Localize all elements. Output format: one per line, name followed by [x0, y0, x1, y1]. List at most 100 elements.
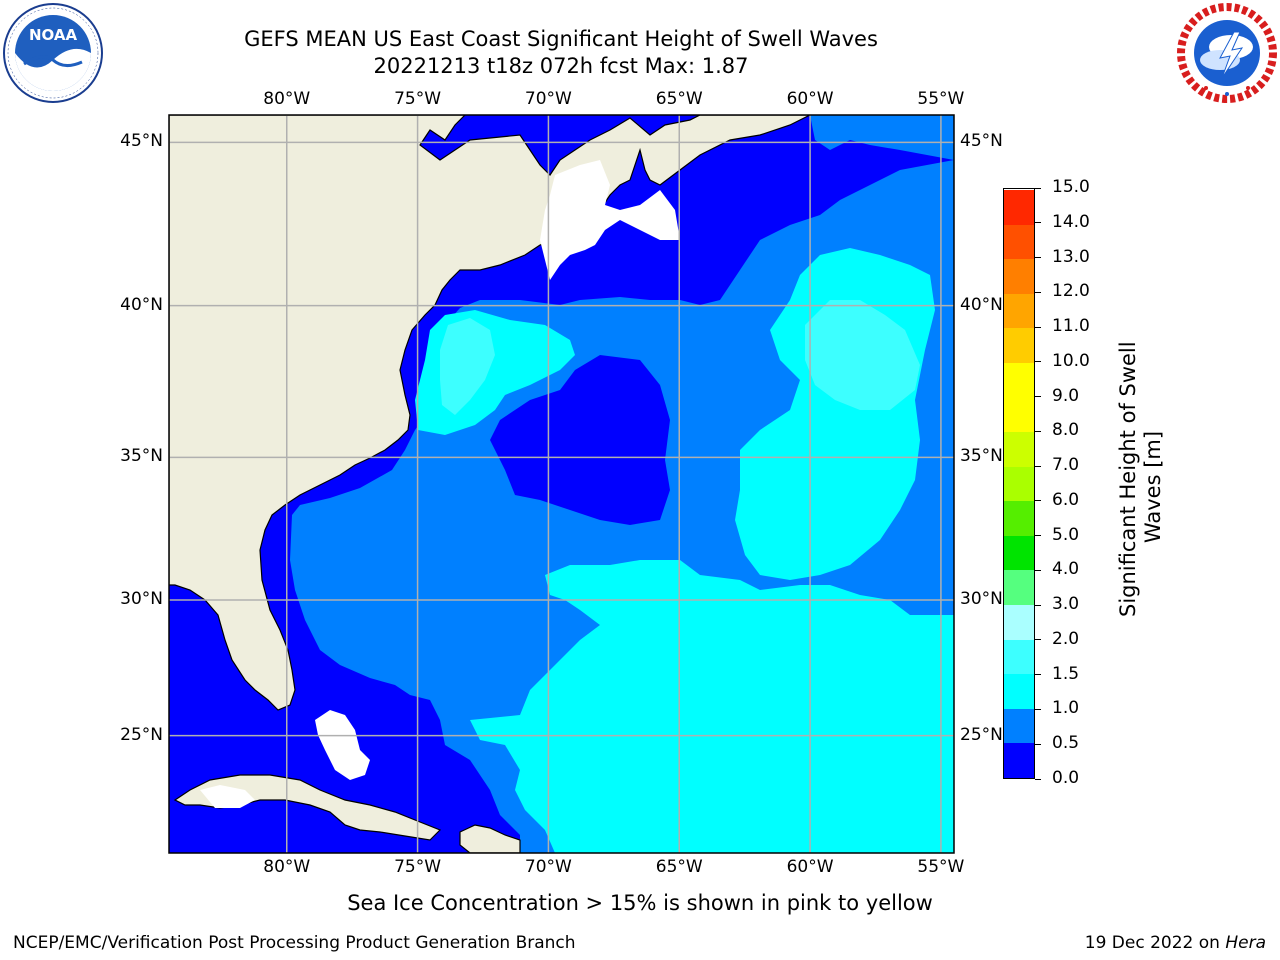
- lat-label-left: 45°N: [120, 131, 163, 152]
- colorbar-label-line2: Waves [m]: [1141, 430, 1165, 544]
- colorbar-tick-mark: [1035, 291, 1041, 293]
- colorbar-tick-mark: [1035, 430, 1041, 432]
- colorbar-segment: [1004, 500, 1034, 536]
- colorbar-segment: [1004, 293, 1034, 329]
- colorbar-tick-mark: [1035, 743, 1041, 745]
- lat-label-left: 30°N: [120, 588, 163, 609]
- colorbar-segment: [1004, 639, 1034, 675]
- colorbar-tick-label: 15.0: [1052, 177, 1090, 197]
- colorbar-segment: [1004, 431, 1034, 467]
- colorbar-tick-mark: [1035, 326, 1041, 328]
- colorbar-tick-mark: [1035, 674, 1041, 676]
- noaa-logo: NOAA: [2, 2, 104, 104]
- lat-label-right: 30°N: [960, 588, 1003, 609]
- lon-label-bottom: 75°W: [394, 857, 442, 877]
- lon-label-bottom: 65°W: [655, 857, 703, 877]
- lon-label-top: 75°W: [394, 89, 442, 109]
- footer-host: Hera: [1225, 933, 1266, 953]
- lon-label-top: 80°W: [263, 89, 311, 109]
- colorbar-tick-label: 9.0: [1052, 385, 1080, 406]
- no-data-gulf-of-maine: [540, 160, 680, 280]
- colorbar-tick-mark: [1035, 569, 1041, 571]
- colorbar-segment: [1004, 258, 1034, 294]
- ocean-band-0.5-1.0-ne: [810, 115, 954, 160]
- ocean-band-1.5-2.0-east: [805, 300, 920, 410]
- land-north-america: [169, 115, 811, 711]
- colorbar-tick-mark: [1035, 639, 1041, 641]
- colorbar-label-line1: Significant Height of Swell: [1116, 341, 1140, 617]
- colorbar-segment: [1004, 535, 1034, 571]
- colorbar: [1003, 188, 1035, 779]
- lat-label-right: 25°N: [960, 724, 1003, 745]
- colorbar-segment: [1004, 189, 1034, 225]
- map-frame: [168, 114, 955, 854]
- colorbar-tick-label: 2.0: [1052, 628, 1080, 649]
- colorbar-tick-label: 1.5: [1052, 663, 1080, 684]
- colorbar-tick-label: 5.0: [1052, 524, 1080, 545]
- map-title-line2: 20221213 t18z 072h fcst Max: 1.87: [373, 54, 749, 78]
- colorbar-tick-label: 13.0: [1052, 246, 1090, 267]
- colorbar-segment: [1004, 224, 1034, 260]
- colorbar-segment: [1004, 397, 1034, 433]
- nws-logo: [1176, 2, 1278, 104]
- colorbar-tick-label: 4.0: [1052, 559, 1080, 580]
- colorbar-tick-mark: [1035, 187, 1041, 189]
- footer-credit: NCEP/EMC/Verification Post Processing Pr…: [13, 933, 576, 953]
- ocean-band-1.0-1.5-south: [470, 560, 954, 853]
- no-data-bahamas: [315, 710, 370, 780]
- graticule: [169, 115, 954, 853]
- lon-label-bottom: 80°W: [263, 857, 311, 877]
- colorbar-tick-label: 11.0: [1052, 316, 1090, 337]
- colorbar-tick-label: 0.5: [1052, 733, 1080, 754]
- colorbar-tick-label: 8.0: [1052, 420, 1080, 441]
- colorbar-tick-label: 6.0: [1052, 489, 1080, 510]
- colorbar-tick-mark: [1035, 535, 1041, 537]
- colorbar-tick-mark: [1035, 708, 1041, 710]
- land-hispaniola: [459, 824, 521, 853]
- lat-label-right: 45°N: [960, 131, 1003, 152]
- colorbar-segment: [1004, 466, 1034, 502]
- colorbar-tick-label: 3.0: [1052, 594, 1080, 615]
- lat-label-left: 40°N: [120, 294, 163, 315]
- colorbar-tick-label: 10.0: [1052, 350, 1090, 371]
- colorbar-tick-label: 14.0: [1052, 211, 1090, 232]
- lon-label-bottom: 70°W: [524, 857, 572, 877]
- lat-label-left: 25°N: [120, 724, 163, 745]
- sea-ice-note: Sea Ice Concentration > 15% is shown in …: [347, 891, 933, 915]
- colorbar-segment: [1004, 604, 1034, 640]
- map-title-line1: GEFS MEAN US East Coast Significant Heig…: [244, 27, 878, 51]
- colorbar-segment: [1004, 362, 1034, 398]
- colorbar-tick-label: 0.0: [1052, 768, 1080, 788]
- footer-date-text: 19 Dec 2022 on: [1084, 933, 1226, 953]
- no-data-cuba-north: [200, 785, 255, 808]
- footer-date: 19 Dec 2022 on Hera: [1085, 933, 1266, 953]
- ocean-band-1.5-2.0-nw: [440, 318, 495, 415]
- colorbar-tick-mark: [1035, 396, 1041, 398]
- noaa-logo-text: NOAA: [29, 26, 78, 44]
- colorbar-segment: [1004, 569, 1034, 606]
- colorbar-segment: [1004, 708, 1034, 744]
- colorbar-segment: [1004, 742, 1034, 778]
- colorbar-tick-label: 7.0: [1052, 455, 1080, 476]
- colorbar-tick-mark: [1035, 257, 1041, 259]
- colorbar-tick-mark: [1035, 604, 1041, 606]
- colorbar-tick-mark: [1035, 500, 1041, 502]
- lon-label-top: 70°W: [524, 89, 572, 109]
- colorbar-segment: [1004, 673, 1034, 709]
- lon-label-top: 60°W: [786, 89, 834, 109]
- lon-label-bottom: 60°W: [786, 857, 834, 877]
- colorbar-tick-mark: [1035, 361, 1041, 363]
- lon-label-bottom: 55°W: [917, 857, 965, 877]
- colorbar-tick-label: 1.0: [1052, 698, 1080, 719]
- ocean-band-0-0.5-pocket: [490, 355, 670, 525]
- lat-label-left: 35°N: [120, 446, 163, 467]
- lat-label-right: 40°N: [960, 294, 1003, 315]
- colorbar-tick-mark: [1035, 465, 1041, 467]
- lon-label-top: 65°W: [655, 89, 703, 109]
- colorbar-tick-mark: [1035, 778, 1041, 780]
- lat-label-right: 35°N: [960, 446, 1003, 467]
- lon-label-top: 55°W: [917, 89, 965, 109]
- colorbar-segment: [1004, 327, 1034, 363]
- colorbar-tick-mark: [1035, 222, 1041, 224]
